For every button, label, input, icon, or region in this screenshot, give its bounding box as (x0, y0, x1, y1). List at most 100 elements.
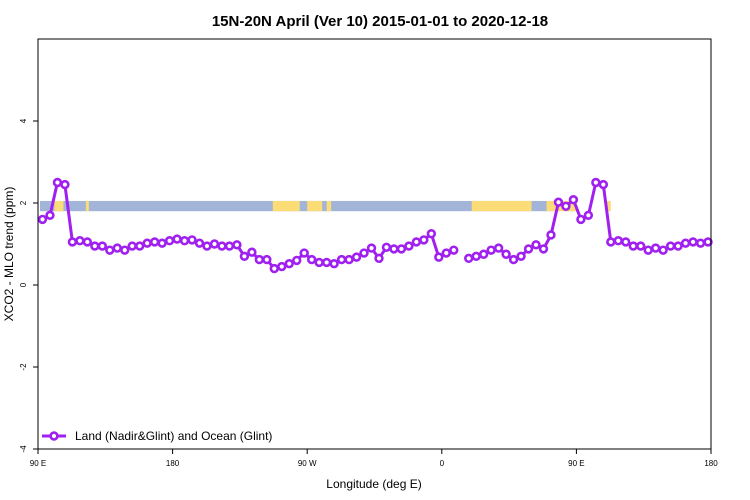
data-point (351, 252, 362, 262)
data-point (493, 243, 504, 253)
data-point (127, 241, 137, 251)
data-point (643, 245, 653, 255)
y-tick-label: 4 (19, 118, 28, 123)
data-point (247, 247, 257, 257)
data-point (583, 210, 594, 221)
data-point (598, 179, 609, 190)
data-point (703, 237, 713, 247)
data-point (187, 235, 197, 245)
data-point (613, 236, 623, 246)
data-point (381, 242, 392, 252)
data-point (426, 229, 437, 239)
land-band-segment (606, 200, 611, 212)
land-ocean-band (40, 200, 611, 212)
data-point (478, 249, 489, 259)
data-point (561, 201, 571, 211)
data-point (531, 240, 541, 250)
data-point (239, 251, 250, 261)
data-point (508, 254, 519, 265)
data-point (224, 241, 235, 251)
y-tick-label: 0 (19, 282, 28, 287)
y-tick-label: -4 (19, 445, 28, 453)
data-point (172, 234, 182, 244)
data-point (516, 251, 526, 261)
land-band-segment (272, 200, 300, 212)
data-point (112, 243, 122, 253)
data-point (658, 245, 668, 255)
data-point (471, 251, 481, 261)
data-point (680, 238, 691, 248)
x-tick-label: 0 (440, 459, 445, 468)
data-point (60, 179, 70, 190)
data-point (404, 241, 414, 251)
data-point (52, 177, 63, 188)
data-point (164, 236, 175, 246)
data-point (628, 241, 638, 251)
y-tick-label: -2 (19, 363, 28, 371)
data-point (606, 237, 616, 247)
data-point (553, 197, 564, 207)
data-point (538, 244, 549, 254)
data-point (336, 254, 347, 265)
x-axis: 90 E 180 90 W 0 90 E 180 (30, 449, 718, 468)
data-point (292, 255, 302, 266)
data-point (202, 241, 212, 251)
data-point (546, 230, 556, 240)
data-point (179, 236, 190, 246)
data-point (82, 237, 93, 247)
data-point (217, 241, 227, 251)
series-layer (37, 177, 713, 274)
y-axis: -4 -2 0 2 4 (19, 118, 38, 453)
data-point (366, 243, 377, 253)
data-point (97, 241, 108, 251)
land-band-segment (85, 200, 89, 212)
data-point (396, 244, 407, 254)
legend-label: Land (Nadir&Glint) and Ocean (Glint) (75, 429, 272, 443)
data-point (673, 241, 683, 251)
y-tick-label: 2 (19, 200, 28, 205)
x-tick-label: 90 W (298, 459, 317, 468)
data-point (591, 177, 601, 188)
data-point (359, 248, 369, 258)
x-tick-label: 90 E (568, 459, 584, 468)
data-point (149, 237, 160, 247)
data-point (134, 241, 145, 251)
x-tick-label: 180 (704, 459, 718, 468)
data-point (434, 252, 444, 262)
data-point (284, 258, 294, 269)
land-band-segment (471, 200, 532, 212)
data-point (650, 243, 661, 253)
data-point (321, 257, 332, 268)
data-point (277, 261, 287, 272)
data-point (441, 248, 451, 258)
data-point (389, 244, 399, 254)
plot-frame (37, 38, 712, 450)
data-point (501, 249, 511, 259)
data-point (142, 238, 152, 248)
legend-marker (49, 431, 59, 441)
data-point (636, 241, 646, 251)
data-point (67, 237, 78, 247)
land-band-segment (326, 200, 332, 212)
data-point (411, 237, 422, 247)
data-point (449, 245, 459, 255)
x-tick-label: 180 (166, 459, 180, 468)
data-point (262, 254, 272, 265)
x-axis-label: Longitude (deg E) (326, 477, 421, 491)
data-point (688, 237, 698, 247)
data-point (254, 254, 265, 265)
data-point (523, 244, 534, 254)
data-point (45, 210, 55, 221)
data-point (665, 241, 676, 251)
data-point (37, 214, 48, 225)
data-point (306, 254, 317, 265)
data-point (314, 257, 324, 268)
data-point (269, 263, 279, 274)
legend: Land (Nadir&Glint) and Ocean (Glint) (42, 429, 272, 443)
data-point (419, 235, 429, 245)
data-point (194, 238, 205, 248)
data-point (75, 236, 85, 246)
data-point (486, 245, 496, 255)
data-point (374, 253, 384, 264)
